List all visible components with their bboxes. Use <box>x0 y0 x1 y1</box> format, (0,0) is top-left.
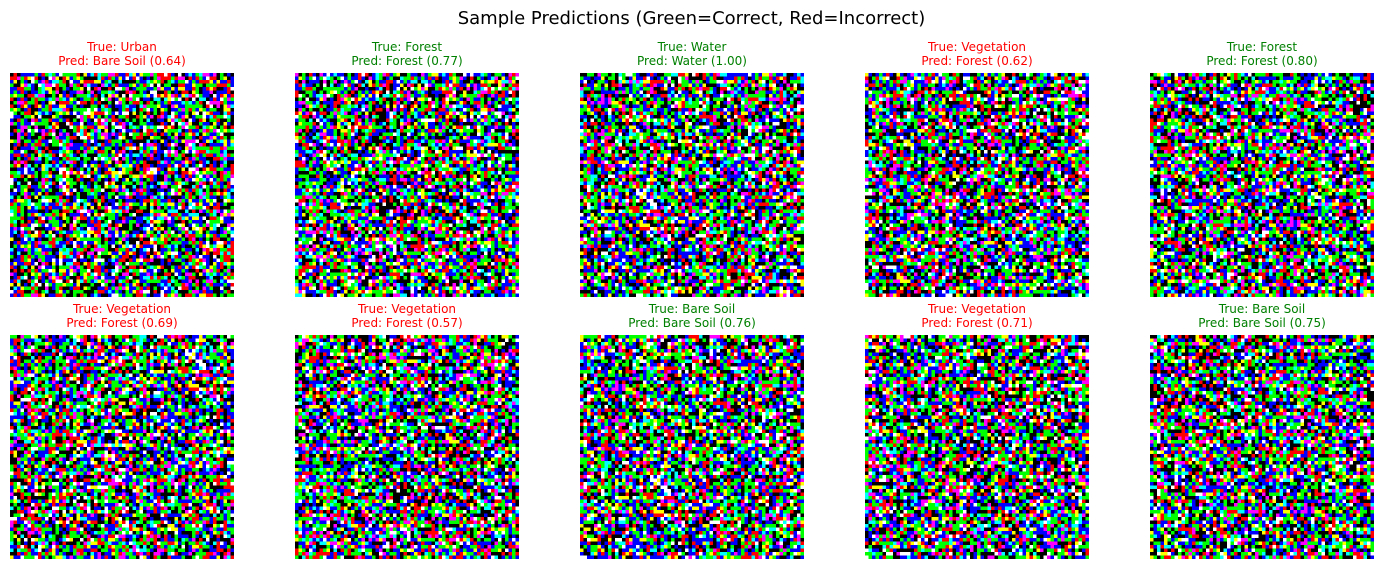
sample-image <box>295 335 519 559</box>
sample-title: True: Bare Soil Pred: Bare Soil (0.76) <box>540 302 844 330</box>
sample-image <box>580 73 804 297</box>
sample-title: True: Bare Soil Pred: Bare Soil (0.75) <box>1110 302 1383 330</box>
sample-panel: True: Vegetation Pred: Forest (0.69) <box>10 302 234 559</box>
sample-image <box>295 73 519 297</box>
sample-title: True: Vegetation Pred: Forest (0.57) <box>255 302 559 330</box>
sample-title: True: Vegetation Pred: Forest (0.71) <box>825 302 1129 330</box>
pred-label: Pred: Forest (0.77) <box>351 54 463 68</box>
sample-title: True: Urban Pred: Bare Soil (0.64) <box>0 40 274 68</box>
true-label: True: Vegetation <box>357 302 457 316</box>
sample-panel: True: Forest Pred: Forest (0.80) <box>1150 40 1374 297</box>
pred-label: Pred: Water (1.00) <box>637 54 747 68</box>
sample-image <box>865 73 1089 297</box>
pred-label: Pred: Forest (0.80) <box>1206 54 1318 68</box>
true-label: True: Urban <box>87 40 157 54</box>
sample-panel: True: Vegetation Pred: Forest (0.57) <box>295 302 519 559</box>
true-label: True: Forest <box>1226 40 1298 54</box>
sample-panel: True: Urban Pred: Bare Soil (0.64) <box>10 40 234 297</box>
figure-title: Sample Predictions (Green=Correct, Red=I… <box>457 8 926 29</box>
sample-title: True: Water Pred: Water (1.00) <box>540 40 844 68</box>
pred-label: Pred: Bare Soil (0.64) <box>58 54 186 68</box>
sample-panel: True: Forest Pred: Forest (0.77) <box>295 40 519 297</box>
pred-label: Pred: Bare Soil (0.75) <box>1198 316 1326 330</box>
true-label: True: Bare Soil <box>1218 302 1306 316</box>
pred-label: Pred: Forest (0.62) <box>921 54 1033 68</box>
sample-panel: True: Water Pred: Water (1.00) <box>580 40 804 297</box>
pred-label: Pred: Forest (0.69) <box>66 316 178 330</box>
sample-title: True: Forest Pred: Forest (0.80) <box>1110 40 1383 68</box>
true-label: True: Bare Soil <box>648 302 736 316</box>
sample-panel: True: Vegetation Pred: Forest (0.71) <box>865 302 1089 559</box>
pred-label: Pred: Bare Soil (0.76) <box>628 316 756 330</box>
sample-title: True: Vegetation Pred: Forest (0.62) <box>825 40 1129 68</box>
sample-image <box>10 335 234 559</box>
pred-label: Pred: Forest (0.57) <box>351 316 463 330</box>
sample-image <box>580 335 804 559</box>
sample-title: True: Vegetation Pred: Forest (0.69) <box>0 302 274 330</box>
sample-image <box>10 73 234 297</box>
sample-image <box>1150 73 1374 297</box>
sample-panel: True: Bare Soil Pred: Bare Soil (0.76) <box>580 302 804 559</box>
sample-panel: True: Bare Soil Pred: Bare Soil (0.75) <box>1150 302 1374 559</box>
true-label: True: Vegetation <box>72 302 172 316</box>
true-label: True: Vegetation <box>927 40 1027 54</box>
true-label: True: Forest <box>371 40 443 54</box>
sample-panel: True: Vegetation Pred: Forest (0.62) <box>865 40 1089 297</box>
sample-image <box>865 335 1089 559</box>
pred-label: Pred: Forest (0.71) <box>921 316 1033 330</box>
sample-image <box>1150 335 1374 559</box>
sample-title: True: Forest Pred: Forest (0.77) <box>255 40 559 68</box>
true-label: True: Vegetation <box>927 302 1027 316</box>
true-label: True: Water <box>657 40 727 54</box>
